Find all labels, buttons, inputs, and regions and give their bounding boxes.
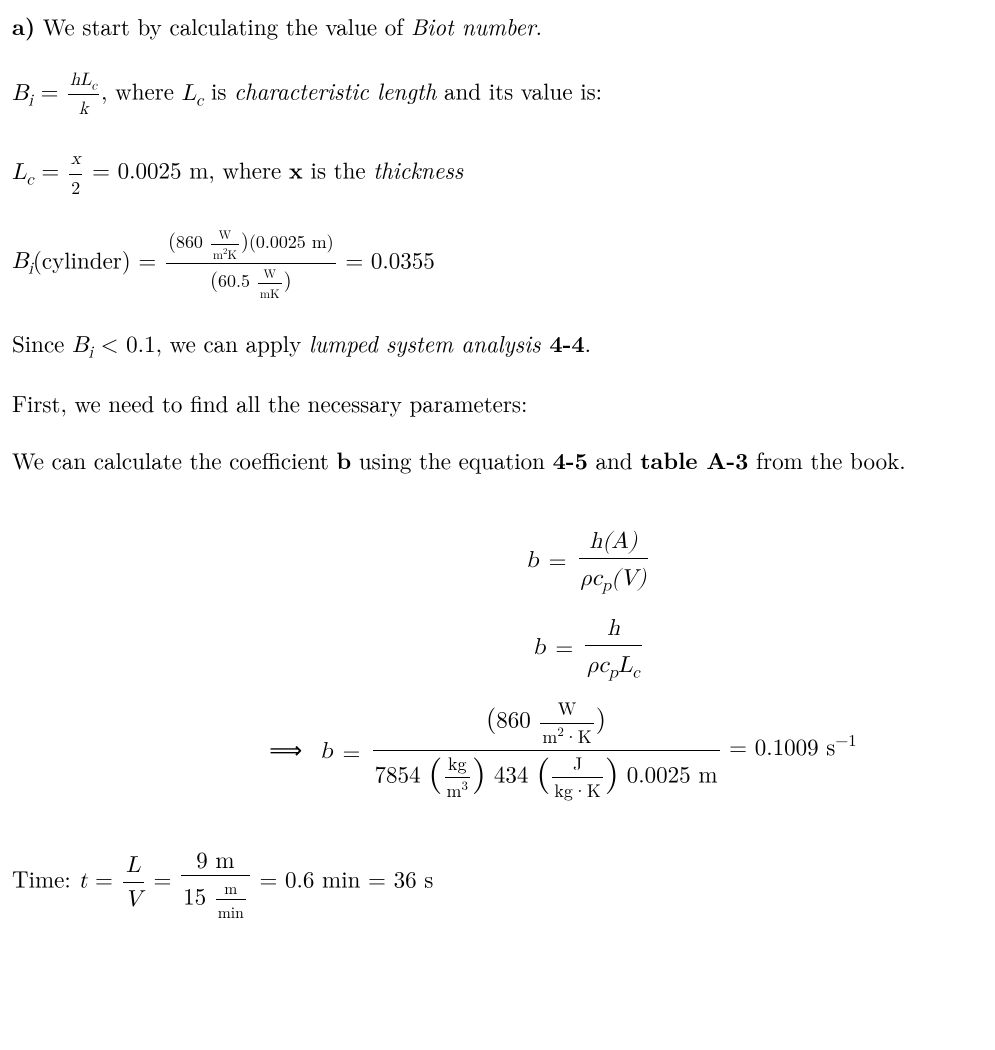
unit-W-m2K: Wm2K (211, 226, 239, 262)
para-lumped: Since Bi < 0.1, we can apply lumped syst… (12, 327, 977, 361)
unit-m-min: mmin (216, 877, 246, 922)
var-x: x (289, 153, 303, 186)
text: and its value is: (436, 74, 602, 107)
var-Lc: Lc (182, 82, 204, 105)
text: is the (303, 153, 373, 186)
frac-hA-rhocpV: h(A) ρcp(V) (579, 523, 649, 594)
text: and (588, 443, 640, 476)
frac-b-numeric: (860 Wm2·K) 7854 (kgm3) 434 (Jkg·K) 0.00… (373, 697, 720, 803)
text: using the equation (351, 443, 552, 476)
frac-9m-15mpm: 9 m15 mmin (181, 843, 250, 922)
unit-W-mK: WmK (258, 265, 282, 301)
equation-block-b: b = h(A) ρcp(V) b = h ρcpLc ⟹ b = (12, 523, 977, 803)
text: from the book. (748, 443, 905, 476)
result: = 0.0355 (338, 242, 435, 275)
unit-kg-m3: kgm3 (445, 752, 470, 803)
term-lumped-system: lumped system analysis (309, 326, 541, 359)
var-b: b (336, 443, 351, 476)
var-Bi: Bi (12, 82, 33, 105)
result-exp: −1 (835, 728, 856, 752)
dot: . (585, 326, 591, 359)
ref-table-a3: table A-3 (640, 443, 748, 476)
result: = 0.6 min = 36 s (252, 862, 434, 895)
text: . (536, 9, 542, 42)
var-Lc: Lc (12, 161, 34, 184)
eq-sign: = (34, 153, 67, 186)
frac-hLc-over-k: hLck (68, 67, 99, 122)
term-thickness: thickness (373, 153, 463, 186)
text: , where (101, 74, 182, 107)
term-char-length: characteristic length (234, 74, 436, 107)
implies-arrow-icon: ⟹ (269, 732, 308, 765)
eq-b-row1: b = h(A) ρcp(V) (12, 523, 977, 594)
para-bi-cyl: Bi(cylinder) = (860 Wm2K)(0.0025 m) (60.… (12, 226, 977, 301)
para-lc-value: Lc = x2 = 0.0025 m, where x is the thick… (12, 148, 977, 199)
para-time: Time: t = LV = 9 m15 mmin = 0.6 min = 36… (12, 843, 977, 922)
eq-sign: = (146, 862, 179, 895)
text: We can calculate the coefficient (12, 443, 336, 476)
para-a-intro: a) We start by calculating the value of … (12, 10, 977, 41)
para-find-params: First, we need to find all the necessary… (12, 387, 977, 418)
ref-4-4: 4-4 (541, 326, 585, 359)
lhs-b: b (526, 549, 539, 572)
value: = 0.0025 m, where (84, 153, 288, 186)
result: = 0.1009 s (722, 729, 836, 762)
eq-sign: = (33, 74, 66, 107)
cmp: < 0.1, we can apply (93, 326, 309, 359)
solution-body: a) We start by calculating the value of … (12, 10, 977, 922)
para-coeff-b: We can calculate the coefficient b using… (12, 444, 977, 475)
eq-sign: = (87, 862, 120, 895)
frac-h-rhocpLc: h ρcpLc (585, 610, 641, 681)
text: Since (12, 326, 72, 359)
frac-L-V: LV (123, 850, 144, 915)
label-time: Time: (12, 862, 78, 895)
frac-x-over-2: x2 (69, 148, 82, 199)
eq-b-row3: ⟹ b = (860 Wm2·K) 7854 (kgm3) 434 (Jkg·K… (12, 697, 977, 803)
eq-b-row2: b = h ρcpLc (12, 610, 977, 681)
unit-J-kgK: Jkg·K (552, 752, 602, 803)
unit-W-m2K: Wm2·K (540, 697, 593, 748)
text: We start by calculating the value of (35, 9, 411, 42)
frac-bi-cyl: (860 Wm2K)(0.0025 m) (60.5 WmK) (166, 226, 336, 301)
ref-4-5: 4-5 (553, 443, 588, 476)
term-biot-number: Biot number (411, 9, 536, 42)
part-label: a) (12, 9, 35, 42)
var-Bi: Bi (72, 334, 93, 357)
lhs-b: b (533, 636, 546, 659)
arg-cylinder: (cylinder) = (33, 242, 164, 275)
para-bi-def: Bi = hLck, where Lc is characteristic le… (12, 67, 977, 122)
text: is (203, 74, 234, 107)
var-Bi: Bi (12, 250, 33, 273)
lhs-b: b (320, 740, 333, 763)
